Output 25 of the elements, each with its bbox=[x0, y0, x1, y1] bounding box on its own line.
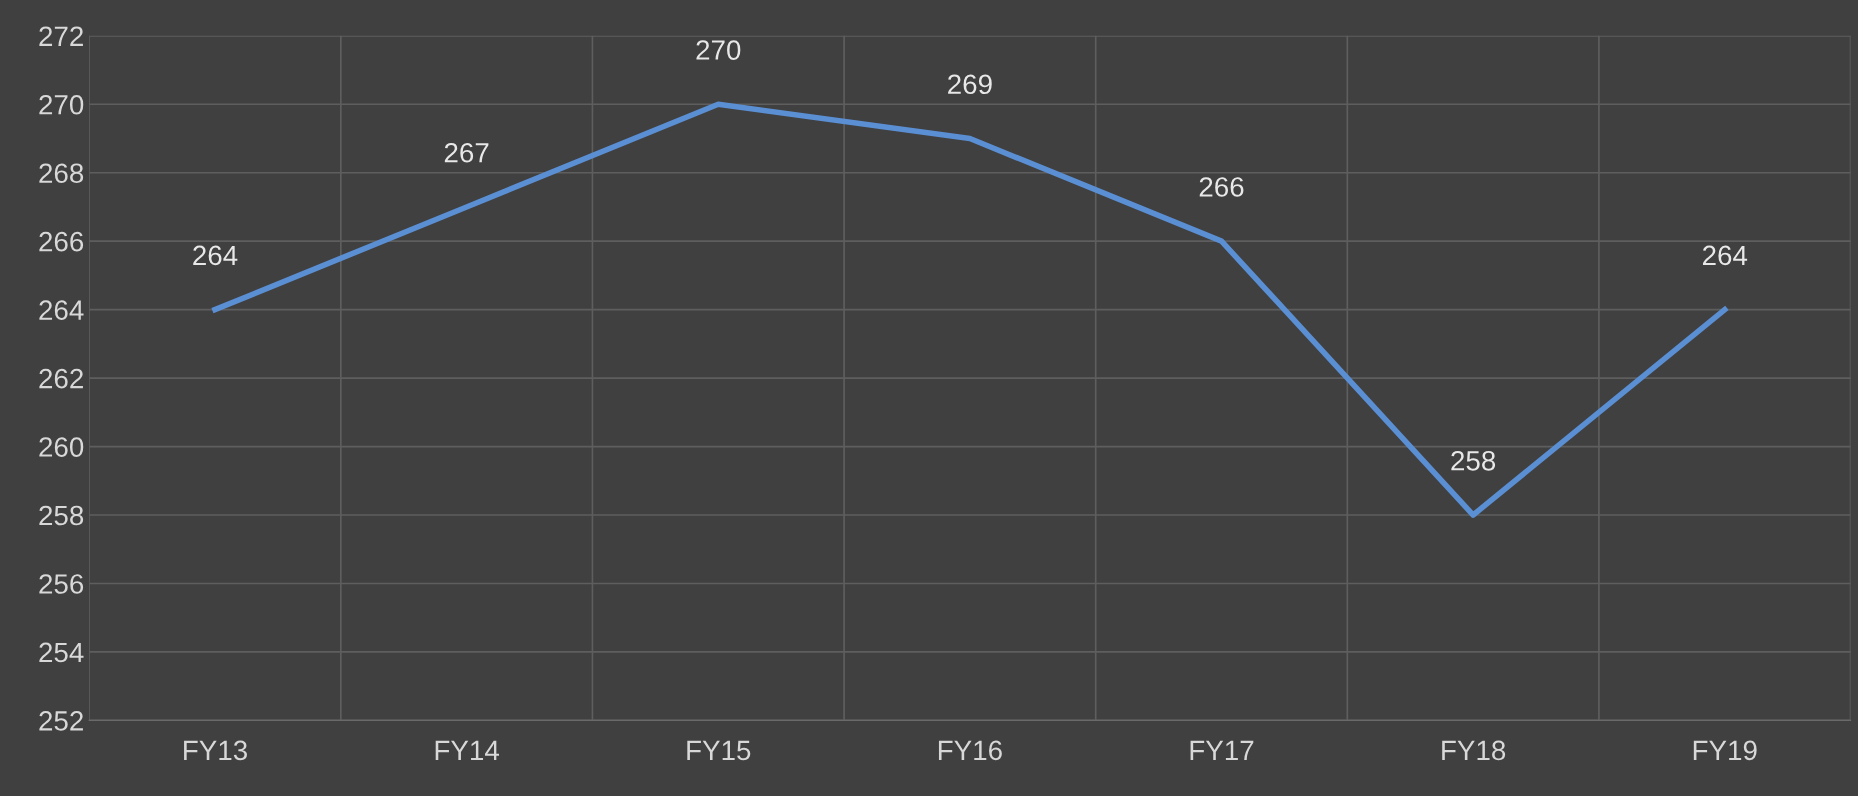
x-tick-label: FY15 bbox=[687, 740, 751, 761]
data-label: 264 bbox=[193, 245, 238, 266]
y-tick-label: 270 bbox=[39, 94, 84, 115]
x-tick-label: FY14 bbox=[435, 740, 500, 760]
x-tick-label: FY13 bbox=[184, 740, 247, 761]
x-tick-label: FY19 bbox=[1693, 740, 1757, 761]
y-tick-label: 264 bbox=[39, 300, 84, 320]
y-tick-label: 256 bbox=[39, 574, 84, 594]
data-label: 264 bbox=[1702, 245, 1748, 266]
data-label: 269 bbox=[948, 74, 992, 95]
y-tick-label: 260 bbox=[39, 437, 84, 457]
y-tick-label: 254 bbox=[39, 642, 84, 663]
x-tick-label: FY18 bbox=[1442, 740, 1506, 761]
y-tick-label: 268 bbox=[39, 163, 84, 184]
data-label: 270 bbox=[696, 40, 741, 60]
data-label: 267 bbox=[444, 142, 489, 163]
y-tick-label: 266 bbox=[39, 231, 84, 252]
data-label: 258 bbox=[1451, 450, 1496, 471]
y-tick-label: 252 bbox=[39, 711, 83, 731]
data-label: 266 bbox=[1199, 177, 1244, 197]
y-tick-label: 258 bbox=[39, 505, 84, 526]
y-tick-label: 262 bbox=[39, 368, 83, 389]
x-tick-label: FY17 bbox=[1190, 740, 1254, 760]
y-tick-label: 272 bbox=[39, 26, 83, 46]
x-tick-label: FY16 bbox=[938, 740, 1002, 761]
